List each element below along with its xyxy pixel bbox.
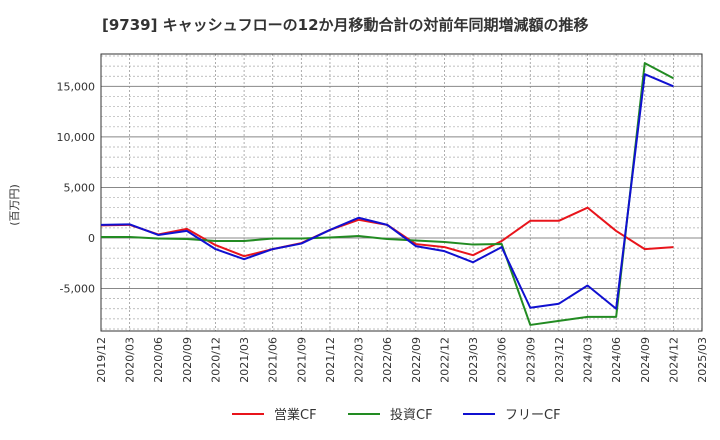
x-tick-label: 2024/12 <box>667 337 680 383</box>
x-tick-label: 2023/12 <box>553 337 566 383</box>
series-line <box>100 73 674 310</box>
y-tick-label: 15,000 <box>57 80 96 93</box>
x-tick-label: 2020/12 <box>209 337 222 383</box>
x-tick-label: 2021/06 <box>267 337 280 383</box>
plot-frame <box>100 53 703 332</box>
x-tick-label: 2024/03 <box>582 337 595 383</box>
x-tick-label: 2021/03 <box>238 337 251 383</box>
legend-label: フリーCF <box>505 408 561 423</box>
plot-area: -5,000 0 5,000 10,000 15,000 2019/12 2020/03 20… <box>57 53 709 383</box>
x-tick-label: 2023/03 <box>467 337 480 383</box>
x-tick-label: 2020/09 <box>181 337 194 383</box>
x-tick-label: 2022/09 <box>410 337 423 383</box>
x-tick-label: 2024/06 <box>610 337 623 383</box>
y-tick-label: 10,000 <box>57 131 96 144</box>
legend-item: 投資CF <box>348 407 433 423</box>
x-tick-label: 2021/12 <box>324 337 337 383</box>
x-tick-label: 2024/09 <box>639 337 652 383</box>
x-tick-label: 2023/09 <box>524 337 537 383</box>
y-tick-label: -5,000 <box>60 283 95 296</box>
legend-label: 投資CF <box>390 407 433 423</box>
x-tick-label: 2025/03 <box>696 337 709 383</box>
x-tick-label: 2023/06 <box>496 337 509 383</box>
x-tick-label: 2022/03 <box>353 337 366 383</box>
legend-item: 営業CF <box>232 407 317 423</box>
series-line <box>101 62 674 326</box>
x-tick-label: 2022/12 <box>438 337 451 383</box>
legend-label: 営業CF <box>274 407 317 423</box>
x-tick-label: 2021/09 <box>295 337 308 383</box>
chart-title: [9739] キャッシュフローの12か月移動合計の対前年同期増減額の推移 <box>102 16 589 34</box>
y-tick-label: 5,000 <box>64 181 96 194</box>
x-tick-label: 2020/06 <box>152 337 165 383</box>
x-tick-label: 2020/03 <box>124 337 137 383</box>
legend-item: フリーCF <box>463 408 561 423</box>
x-tick-label: 2022/06 <box>381 337 394 383</box>
y-axis-label: (百万円) <box>8 184 21 226</box>
y-tick-label: 0 <box>88 232 95 245</box>
x-tick-label: 2019/12 <box>95 337 108 383</box>
legend: 営業CF 投資CF フリーCF <box>232 407 561 423</box>
